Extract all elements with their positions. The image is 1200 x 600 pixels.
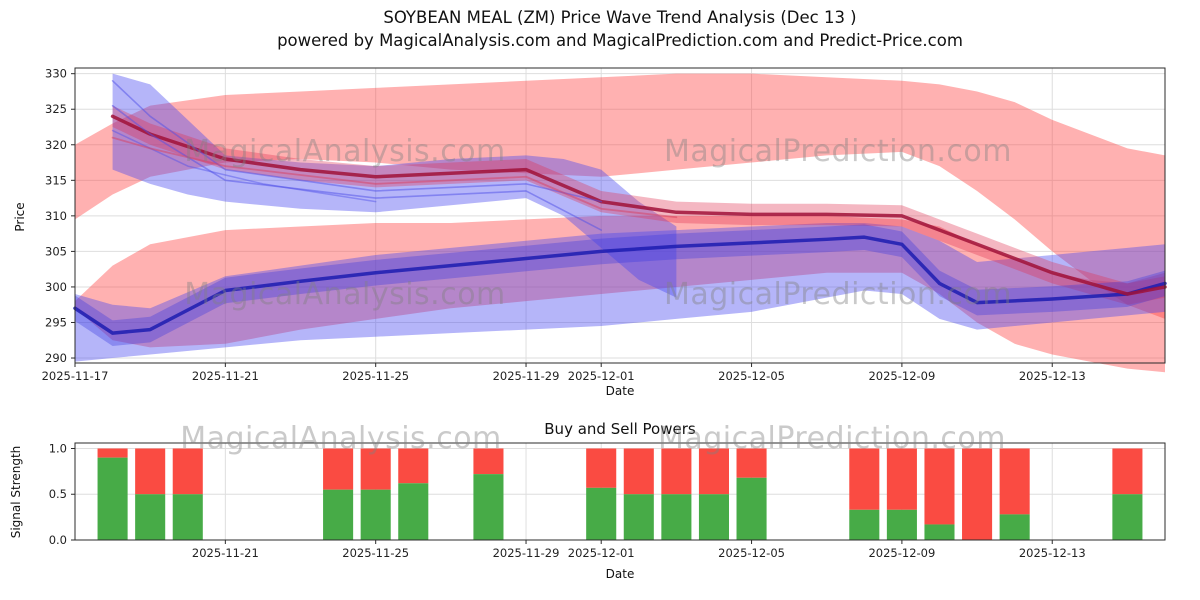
sell-bar [1112, 448, 1143, 495]
sell-bar [886, 448, 917, 510]
svg-text:2025-12-01: 2025-12-01 [568, 369, 635, 383]
buy-bar [172, 494, 203, 540]
sell-bar [97, 448, 128, 458]
signal-bars [97, 448, 1143, 540]
buy-bar [1112, 494, 1143, 540]
dark-blue-trend [73, 235, 1167, 335]
svg-text:2025-12-01: 2025-12-01 [568, 546, 635, 560]
buy-bar [398, 483, 429, 540]
date-axis-label-top: Date [605, 384, 635, 398]
signal-axis-label: Signal Strength [9, 445, 23, 539]
svg-text:2025-12-05: 2025-12-05 [718, 546, 785, 560]
chart-title: SOYBEAN MEAL (ZM) Price Wave Trend Analy… [383, 8, 857, 27]
svg-text:0.0: 0.0 [49, 533, 67, 547]
svg-text:320: 320 [45, 138, 67, 152]
blue-strand-2 [111, 104, 603, 231]
svg-text:2025-11-29: 2025-11-29 [493, 369, 560, 383]
sell-bar [473, 448, 504, 475]
svg-text:2025-11-25: 2025-11-25 [342, 369, 409, 383]
sell-bar [360, 448, 391, 490]
svg-text:2025-11-21: 2025-11-21 [192, 369, 259, 383]
svg-text:310: 310 [45, 209, 67, 223]
price-bands [75, 73, 1166, 373]
middle-red-band [75, 215, 1165, 373]
dark-red-trend [110, 114, 1167, 296]
upper-blue-band [112, 73, 677, 298]
sell-bar [698, 448, 729, 495]
red-strand-1 [111, 136, 678, 219]
svg-text:2025-12-09: 2025-12-09 [868, 546, 935, 560]
svg-text:2025-11-21: 2025-11-21 [192, 546, 259, 560]
buy-bar [698, 494, 729, 540]
svg-text:2025-12-09: 2025-12-09 [868, 369, 935, 383]
buy-bar [135, 494, 166, 540]
blue-strand-1 [111, 79, 603, 203]
svg-text:295: 295 [45, 315, 67, 329]
price-axis-ticks: 290 295 300 305 310 315 320 325 330 2025-11-17 202… [42, 67, 1086, 383]
sell-bar [849, 448, 880, 510]
inner-blue-band [75, 224, 1165, 346]
svg-text:325: 325 [45, 102, 67, 116]
svg-text:1.0: 1.0 [49, 441, 67, 455]
sell-bar [736, 448, 767, 478]
svg-text:2025-12-13: 2025-12-13 [1019, 546, 1086, 560]
sell-bar [586, 448, 617, 488]
svg-text:315: 315 [45, 173, 67, 187]
sell-bar [623, 448, 654, 495]
svg-text:0.5: 0.5 [49, 487, 67, 501]
buy-bar [849, 509, 880, 540]
signal-chart-title: Buy and Sell Powers [544, 420, 696, 438]
sell-bar [661, 448, 692, 495]
svg-text:2025-12-05: 2025-12-05 [718, 369, 785, 383]
buy-bar [360, 489, 391, 540]
svg-text:305: 305 [45, 244, 67, 258]
sell-bar [398, 448, 429, 484]
lower-blue-band [75, 222, 1165, 362]
price-axis-label: Price [13, 202, 27, 232]
date-axis-label-bottom: Date [605, 567, 635, 581]
svg-text:2025-11-29: 2025-11-29 [493, 546, 560, 560]
buy-bar [661, 494, 692, 540]
svg-text:2025-11-25: 2025-11-25 [342, 546, 409, 560]
sell-bar [323, 448, 354, 490]
buy-bar [999, 514, 1030, 540]
buy-bar [736, 477, 767, 540]
sell-bar [924, 448, 955, 525]
buy-bar [886, 509, 917, 540]
chart-subtitle: powered by MagicalAnalysis.com and Magic… [277, 31, 963, 50]
sell-bar [962, 448, 993, 540]
svg-text:2025-11-17: 2025-11-17 [42, 369, 109, 383]
upper-red-band [75, 73, 1165, 319]
buy-bar [97, 457, 128, 540]
inner-red-band [112, 105, 1166, 305]
svg-text:2025-12-13: 2025-12-13 [1019, 369, 1086, 383]
buy-bar [924, 524, 955, 540]
svg-text:330: 330 [45, 67, 67, 81]
sell-bar [172, 448, 203, 495]
signal-axis-ticks: 0.0 0.5 1.0 2025-11-21 2025-11-25 2025-11-29 2… [49, 441, 1086, 560]
svg-text:290: 290 [45, 351, 67, 365]
signal-plot-frame [74, 442, 1166, 541]
sell-bar [999, 448, 1030, 515]
buy-bar [586, 487, 617, 540]
svg-text:300: 300 [45, 280, 67, 294]
buy-bar [623, 494, 654, 540]
buy-bar [473, 474, 504, 540]
buy-bar [323, 489, 354, 540]
price-trend-lines [73, 79, 1167, 335]
sell-bar [135, 448, 166, 495]
